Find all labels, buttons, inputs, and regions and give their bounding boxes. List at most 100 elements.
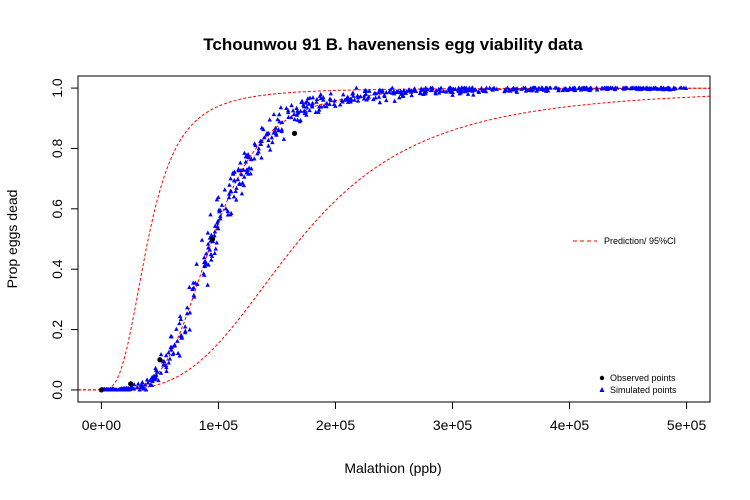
- simulated-point: [376, 94, 382, 99]
- simulated-point: [236, 168, 241, 173]
- simulated-point: [286, 109, 291, 115]
- simulated-point: [228, 210, 234, 216]
- simulated-point: [671, 85, 676, 90]
- simulated-point: [505, 85, 510, 90]
- simulated-point: [645, 86, 650, 91]
- simulated-point: [528, 87, 533, 92]
- y-axis-label: Prop eggs dead: [4, 190, 20, 289]
- simulated-point: [158, 352, 164, 357]
- legend-simulated-label: Simulated points: [610, 385, 677, 395]
- simulated-point: [604, 86, 610, 91]
- simulated-point: [223, 206, 229, 211]
- simulated-point: [316, 109, 321, 114]
- simulated-point: [391, 88, 397, 94]
- simulated-point: [318, 95, 324, 101]
- observed-point: [98, 387, 105, 393]
- simulated-point: [278, 105, 284, 110]
- simulated-point: [463, 88, 469, 93]
- simulated-point: [355, 98, 361, 103]
- simulated-point: [178, 316, 184, 322]
- simulated-point: [473, 87, 478, 92]
- simulated-point: [400, 93, 405, 98]
- simulated-point: [144, 377, 150, 382]
- simulated-point: [228, 176, 233, 181]
- simulated-point: [640, 85, 645, 91]
- simulated-point: [401, 88, 406, 93]
- y-tick-label: 0.6: [49, 199, 65, 219]
- observed-point: [128, 381, 134, 387]
- legend-prediction: Prediction/ 95%CI: [573, 236, 676, 246]
- simulated-point: [187, 327, 192, 332]
- simulated-point: [149, 382, 154, 388]
- simulated-point: [552, 85, 558, 90]
- simulated-point: [168, 334, 174, 339]
- simulated-point: [273, 125, 278, 130]
- simulated-point: [358, 94, 363, 99]
- simulated-point: [447, 88, 453, 93]
- simulated-point: [298, 108, 303, 113]
- simulated-point: [212, 233, 217, 238]
- simulated-point: [131, 382, 137, 387]
- x-tick-label: 0e+00: [82, 417, 122, 433]
- simulated-point: [226, 191, 232, 196]
- simulated-point: [205, 282, 210, 287]
- simulated-point: [177, 313, 183, 319]
- simulated-point: [168, 344, 173, 350]
- simulated-point: [534, 88, 539, 93]
- simulated-point: [240, 180, 245, 185]
- simulated-point: [244, 167, 249, 172]
- simulated-point: [212, 229, 218, 234]
- x-tick-label: 2e+05: [316, 417, 356, 433]
- simulated-point: [420, 87, 426, 92]
- simulated-point: [464, 85, 469, 90]
- simulated-point: [366, 94, 371, 99]
- simulated-point: [567, 85, 573, 90]
- simulated-point: [292, 116, 297, 122]
- simulated-point: [306, 101, 312, 106]
- simulated-point: [304, 112, 309, 117]
- simulated-point: [266, 130, 271, 136]
- simulated-point: [253, 142, 258, 148]
- simulated-point: [217, 209, 222, 214]
- simulated-point: [388, 87, 393, 92]
- x-tick-label: 5e+05: [667, 417, 707, 433]
- simulated-point: [651, 85, 656, 90]
- simulated-point: [195, 281, 200, 286]
- simulated-point: [436, 86, 441, 91]
- simulated-point: [226, 195, 232, 200]
- simulated-point: [269, 135, 274, 140]
- simulated-point: [232, 178, 237, 183]
- simulated-point: [119, 386, 125, 391]
- simulated-point: [206, 262, 211, 267]
- simulated-point: [345, 94, 350, 99]
- simulated-point: [270, 139, 275, 145]
- simulated-point: [548, 85, 553, 90]
- simulated-point: [373, 95, 378, 100]
- simulated-point: [321, 97, 326, 102]
- simulated-point: [222, 187, 227, 192]
- simulated-point: [327, 96, 333, 101]
- simulated-point: [233, 188, 238, 194]
- simulated-point: [275, 116, 280, 122]
- simulated-point: [244, 152, 250, 158]
- simulated-point: [608, 85, 614, 90]
- simulated-point: [332, 98, 337, 103]
- simulated-point: [302, 108, 307, 113]
- simulated-point: [444, 89, 449, 94]
- simulated-point: [175, 338, 180, 343]
- simulated-point: [136, 381, 141, 386]
- simulated-point: [209, 257, 214, 262]
- simulated-point: [256, 149, 261, 154]
- simulated-point: [636, 86, 641, 91]
- simulated-point: [203, 251, 209, 256]
- simulated-point: [284, 105, 289, 111]
- simulated-point: [502, 89, 507, 94]
- simulated-point: [511, 87, 516, 92]
- simulated-point: [153, 375, 159, 380]
- simulated-point: [390, 85, 395, 90]
- simulated-point: [194, 261, 199, 266]
- simulated-point: [145, 380, 151, 385]
- x-tick-label: 4e+05: [550, 417, 590, 433]
- simulated-point: [450, 92, 455, 97]
